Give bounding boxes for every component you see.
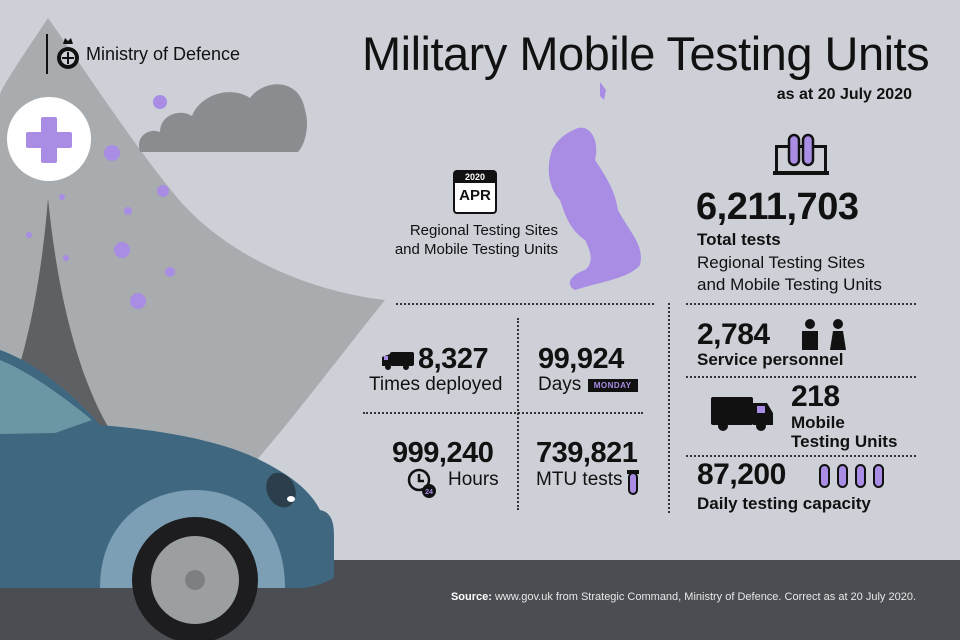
page-subtitle: as at 20 July 2020 (776, 86, 912, 103)
units-label-line1: Mobile (791, 413, 845, 432)
calendar-month: APR (459, 187, 491, 204)
test-tube-rack-icon (773, 133, 829, 175)
days-label: Days (538, 374, 582, 395)
deployed-value: 8,327 (418, 343, 489, 375)
deployed-label: Times deployed (369, 374, 503, 395)
virus-particles (26, 95, 175, 309)
total-tests-desc-line1: Regional Testing Sites (697, 253, 865, 272)
clock-badge: 24 (425, 489, 433, 496)
monday-badge: MONDAY (587, 379, 638, 393)
mtu-tests-value: 739,821 (536, 437, 638, 469)
test-tube-icon (627, 470, 639, 495)
map-caption-line1: Regional Testing Sites (409, 222, 558, 239)
page-title: Military Mobile Testing Units (362, 27, 930, 80)
calendar-year: 2020 (455, 172, 495, 183)
car-windshield (0, 360, 92, 434)
days-value: 99,924 (538, 343, 624, 375)
hours-value: 999,240 (392, 437, 494, 469)
truck-icon (382, 352, 414, 370)
calendar-icon: 2020 APR (453, 170, 497, 214)
capacity-value: 87,200 (697, 458, 786, 491)
source-label: Source: (450, 591, 492, 603)
uk-map (548, 127, 641, 290)
units-label: Mobile Testing Units (791, 413, 897, 451)
total-tests-value: 6,211,703 (696, 186, 859, 228)
total-tests-label: Total tests (697, 230, 781, 249)
divider (396, 303, 654, 305)
divider (686, 303, 916, 305)
total-tests-desc-line2: and Mobile Testing Units (697, 275, 882, 294)
map-caption-line2: and Mobile Testing Units (394, 241, 558, 258)
source-text: www.gov.uk from Strategic Command, Minis… (491, 591, 916, 603)
logo-divider (46, 34, 48, 74)
personnel-value: 2,784 (697, 318, 770, 351)
divider (686, 376, 916, 378)
units-value: 218 (791, 380, 840, 413)
source-note: Source: www.gov.uk from Strategic Comman… (451, 591, 916, 603)
total-tests-desc: Regional Testing Sites and Mobile Testin… (697, 252, 882, 296)
cloud-icon (139, 84, 308, 152)
map-caption: Regional Testing Sites and Mobile Testin… (386, 221, 558, 259)
test-tubes-icon (819, 464, 884, 488)
mod-logo: Ministry of Defence (46, 34, 240, 74)
clock-24-icon: 24 (407, 468, 436, 498)
personnel-label: Service personnel (697, 350, 844, 369)
org-name: Ministry of Defence (86, 43, 241, 64)
hours-label: Hours (448, 469, 499, 490)
crest-icon (57, 38, 79, 69)
days-label-group: Days MONDAY (538, 374, 638, 396)
capacity-label: Daily testing capacity (697, 494, 871, 513)
mtu-tests-label: MTU tests (536, 469, 623, 490)
mobile-unit-truck-icon (711, 397, 773, 431)
divider (686, 455, 916, 457)
divider (363, 412, 643, 414)
personnel-icon (802, 319, 846, 350)
divider (517, 318, 519, 510)
divider (668, 303, 670, 513)
units-label-line2: Testing Units (791, 432, 898, 451)
